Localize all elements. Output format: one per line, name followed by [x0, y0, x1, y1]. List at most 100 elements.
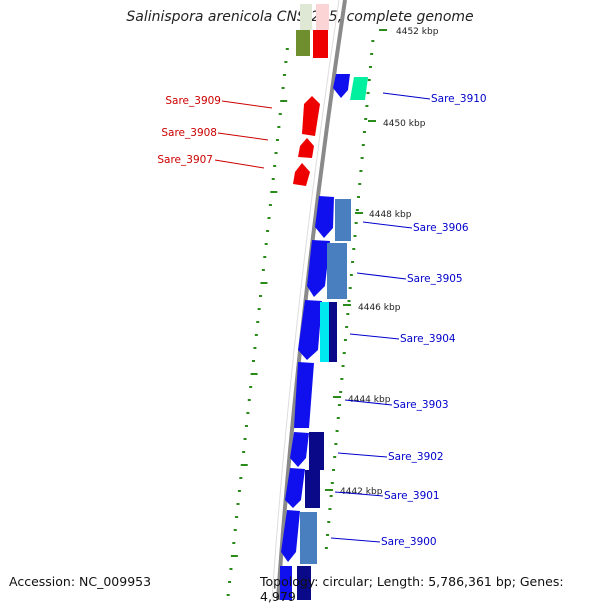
backbone-inner	[271, 0, 340, 600]
gc-dot	[349, 274, 353, 276]
gene-sare-3908	[298, 138, 314, 158]
plus-labels: Sare_3910 Sare_3906 Sare_3905 Sare_3904 …	[381, 93, 487, 548]
gc-dot	[237, 490, 241, 492]
gc-dot	[337, 404, 341, 406]
gc-dot	[367, 79, 371, 81]
gc-dot	[343, 339, 347, 341]
gc-dot	[240, 464, 248, 466]
gc-dot	[246, 412, 250, 414]
gc-dot	[327, 521, 331, 523]
gc-dot	[275, 139, 279, 141]
gc-dot	[335, 430, 339, 432]
gene-label-sare-3902: Sare_3902	[388, 451, 444, 463]
gc-dot	[252, 360, 255, 362]
gc-dot	[357, 196, 361, 198]
gc-dot	[254, 334, 258, 336]
gc-dot	[334, 443, 338, 445]
gc-dot	[364, 118, 368, 120]
gc-dot	[233, 529, 237, 531]
gc-dot	[257, 308, 261, 310]
gene-label-sare-3904: Sare_3904	[400, 333, 456, 345]
gene-sare-3901-blue	[285, 468, 305, 508]
gene-sare-3905-steel	[327, 243, 347, 299]
gc-dot	[270, 191, 278, 193]
gc-dot	[239, 477, 243, 479]
gc-dot	[340, 378, 344, 380]
gene-red-top	[313, 30, 328, 58]
gc-dot	[368, 66, 372, 68]
gene-sare-3904-navy	[329, 302, 337, 362]
tick-label-4442: 4442 kbp	[340, 487, 383, 497]
plus-leaders	[330, 92, 431, 543]
gc-dot	[365, 105, 369, 107]
gene-label-sare-3908: Sare_3908	[161, 127, 217, 139]
gene-sare-3900-blue	[281, 510, 300, 562]
gc-dot	[360, 157, 364, 159]
gene-bottom-blue	[280, 566, 292, 600]
gc-dot	[361, 144, 365, 146]
tick-label-4448: 4448 kbp	[369, 210, 412, 220]
gene-label-sare-3909: Sare_3909	[165, 95, 221, 107]
accession-text: Accession: NC_009953	[9, 574, 152, 589]
minus-leaders	[214, 100, 273, 169]
gc-dot	[341, 365, 345, 367]
minus-labels: Sare_3909 Sare_3908 Sare_3907	[157, 95, 221, 166]
gc-dot	[342, 352, 346, 354]
gc-dot	[263, 256, 267, 258]
gc-dot	[229, 568, 233, 570]
gc-dot	[266, 230, 270, 232]
gene-sare-3901-navy	[305, 470, 320, 508]
gc-dot	[353, 235, 357, 237]
gene-sare-3900-steel	[300, 512, 317, 564]
gene-bottom-navy	[297, 566, 311, 600]
gc-dot	[268, 204, 272, 206]
gene-label-sare-3906: Sare_3906	[413, 222, 469, 234]
gc-dot	[326, 534, 330, 536]
gc-dot	[359, 170, 363, 172]
gc-track	[226, 40, 375, 596]
gene-olive-top-light	[300, 4, 312, 30]
gene-sare-3904-cyan	[320, 302, 330, 362]
gc-dot	[354, 222, 358, 224]
gene-sare-3906-blue	[315, 196, 334, 238]
gene-sare-3905-blue	[307, 240, 330, 297]
gc-dot	[358, 183, 362, 185]
gc-dot	[249, 386, 253, 388]
gene-sare-3902-navy	[309, 432, 324, 470]
gc-dot	[247, 399, 251, 401]
gc-dot	[260, 282, 268, 284]
gc-dot	[332, 469, 336, 471]
gc-dot	[228, 581, 232, 583]
tick-label-4452: 4452 kbp	[396, 27, 439, 37]
gene-sare-3904-blue	[298, 300, 322, 360]
gc-dot	[348, 287, 352, 289]
gc-dot	[271, 178, 275, 180]
gc-dot	[284, 61, 288, 63]
gc-dot	[362, 131, 366, 133]
gc-dot	[285, 48, 289, 50]
gc-dot	[253, 347, 257, 349]
tick-label-4446: 4446 kbp	[358, 303, 401, 313]
ruler-ticks	[325, 29, 387, 491]
gc-dot	[352, 248, 356, 250]
gene-label-sare-3905: Sare_3905	[407, 273, 463, 285]
gc-dot	[273, 165, 277, 167]
gene-label-sare-3901: Sare_3901	[384, 490, 440, 502]
gc-dot	[351, 261, 355, 263]
gc-dot	[324, 547, 328, 549]
gc-dot	[346, 313, 350, 315]
gc-dot	[355, 209, 359, 211]
gc-dot	[282, 74, 286, 76]
gc-dot	[339, 391, 343, 393]
gc-dot	[280, 100, 288, 102]
gc-dot	[226, 594, 230, 596]
gc-dot	[235, 516, 239, 518]
gc-dot	[267, 217, 271, 219]
gene-sare-3903-blue	[294, 362, 314, 428]
gc-dot	[264, 243, 268, 245]
minus-strand-genes	[293, 4, 329, 186]
gene-label-sare-3907: Sare_3907	[157, 154, 213, 166]
gc-dot	[328, 508, 332, 510]
gc-dot	[333, 456, 337, 458]
